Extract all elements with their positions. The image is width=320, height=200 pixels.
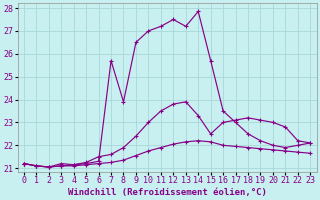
X-axis label: Windchill (Refroidissement éolien,°C): Windchill (Refroidissement éolien,°C) xyxy=(68,188,267,197)
